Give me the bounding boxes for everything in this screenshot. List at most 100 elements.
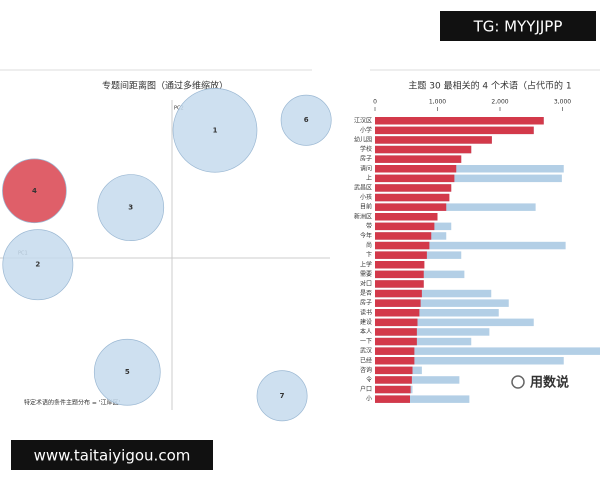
bar	[375, 155, 462, 163]
watermark-box	[11, 440, 213, 470]
bar	[375, 241, 430, 250]
term-label: 需要	[360, 271, 372, 278]
term-label: 武汉	[360, 347, 372, 355]
bar	[375, 222, 435, 231]
bar	[375, 241, 566, 250]
term-label: 请问	[360, 164, 372, 172]
term-label: 房子	[360, 299, 372, 307]
bar	[375, 232, 432, 240]
term-label: 学校	[360, 145, 372, 153]
topic-bubble	[2, 229, 74, 301]
term-label: 带	[366, 222, 372, 230]
bubble-label: 4	[32, 187, 37, 195]
term-label: 令	[366, 375, 372, 383]
bar	[375, 126, 534, 135]
bar	[375, 309, 420, 317]
topic-bubble	[256, 370, 308, 422]
term-label: 新洲区	[354, 212, 372, 220]
topic-bubble	[172, 88, 258, 173]
bar	[375, 203, 447, 211]
watermark: www.taitaiyigou.com	[34, 447, 191, 465]
topic-bubble	[97, 174, 165, 241]
bar	[375, 357, 564, 365]
bar	[375, 193, 450, 202]
term-label: 上学	[360, 260, 372, 268]
bar	[375, 309, 499, 317]
bar	[375, 347, 600, 355]
term-label: 幼儿园	[354, 135, 372, 143]
bar	[375, 385, 411, 394]
bar	[375, 328, 417, 336]
term-label: 卞	[366, 251, 372, 259]
logo-text: 用数说	[529, 375, 569, 391]
bubble-label: 6	[304, 116, 309, 124]
bar	[375, 145, 472, 154]
bubble-label: 3	[128, 204, 133, 212]
bar	[375, 136, 492, 144]
bar	[375, 299, 509, 307]
bar	[375, 328, 490, 336]
bar	[375, 395, 410, 403]
bar	[375, 318, 418, 327]
bar	[375, 184, 452, 192]
bar	[375, 203, 536, 211]
bar	[375, 318, 534, 327]
bubble-label: 7	[280, 392, 285, 400]
bar	[375, 165, 564, 173]
bar	[375, 289, 422, 298]
bar	[375, 117, 544, 125]
left-title: 专题间距离图（通过多维缩放）	[102, 80, 228, 92]
bar	[375, 261, 425, 269]
bar	[375, 289, 492, 298]
bar	[375, 376, 412, 384]
bar	[375, 337, 472, 346]
x-tick-label: 0	[373, 99, 377, 106]
bar	[375, 395, 470, 403]
bubble-label: 1	[213, 126, 218, 134]
topic-bubble	[93, 338, 161, 406]
bar	[375, 366, 413, 375]
term-label: 武昌区	[354, 183, 372, 191]
bubble-label: 5	[125, 368, 130, 376]
x-tick-label: 3,000	[554, 99, 571, 106]
term-label: 本人	[360, 327, 372, 335]
term-label: 咨询	[360, 366, 372, 374]
term-label: 读书	[360, 308, 372, 316]
logo-icon	[511, 375, 525, 389]
term-label: 小孩	[360, 193, 372, 201]
bar	[375, 376, 460, 384]
annotation: 特定术语的条件主题分布 = '江岸区'	[24, 399, 120, 407]
term-label: 对口	[360, 279, 372, 287]
bar	[375, 347, 415, 355]
term-label: 上	[366, 174, 372, 182]
topic-bubble	[280, 94, 332, 146]
bar	[375, 174, 562, 183]
bar	[375, 213, 438, 221]
term-label: 今年	[360, 231, 372, 239]
bar	[375, 357, 415, 365]
bar	[375, 165, 457, 173]
term-label: 已经	[360, 356, 372, 364]
term-label: 小学	[360, 126, 372, 134]
term-label: 是否	[360, 290, 372, 297]
term-label: 江汉区	[354, 116, 372, 124]
bar	[375, 174, 455, 183]
right-title: 主题 30 最相关的 4 个术语（占代币的 1	[408, 80, 571, 92]
watermark-box	[440, 11, 596, 41]
bar	[375, 251, 427, 259]
x-tick-label: 1,000	[429, 99, 446, 106]
term-label: 户口	[360, 385, 372, 393]
term-label: 房子	[360, 155, 372, 163]
bar	[375, 270, 424, 279]
bar	[375, 299, 421, 307]
term-label: 尚	[366, 241, 372, 249]
bar	[375, 337, 417, 346]
term-label: 目前	[360, 203, 372, 211]
x-tick-label: 2,000	[491, 99, 508, 106]
bubble-label: 2	[35, 261, 40, 269]
bar	[375, 280, 424, 288]
term-label: 小	[366, 395, 372, 403]
topic-bubble	[2, 158, 67, 224]
watermark: TG: MYYJJPP	[473, 18, 563, 36]
